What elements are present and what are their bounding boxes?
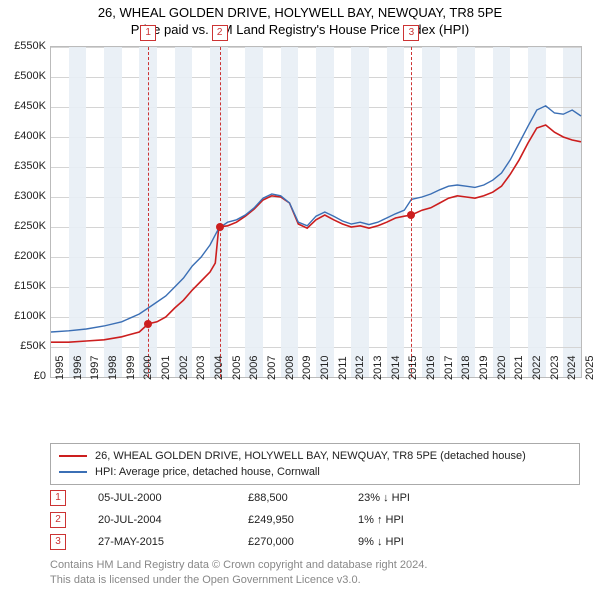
sale-marker-dot: [216, 223, 224, 231]
x-axis-label: 2012: [354, 356, 366, 380]
y-axis-label: £300K: [6, 190, 46, 202]
legend-swatch: [59, 471, 87, 473]
footnote-line: Contains HM Land Registry data © Crown c…: [50, 558, 580, 573]
sales-table: 1 05-JUL-2000£88,50023% ↓ HPI 2 20-JUL-2004…: [50, 487, 580, 553]
legend: 26, WHEAL GOLDEN DRIVE, HOLYWELL BAY, NE…: [50, 443, 580, 485]
legend-item: HPI: Average price, detached house, Corn…: [59, 464, 571, 480]
y-axis-label: £400K: [6, 130, 46, 142]
x-axis-label: 1997: [89, 356, 101, 380]
sale-marker-line: [220, 47, 221, 377]
x-axis-label: 2015: [407, 356, 419, 380]
x-axis-label: 2024: [566, 356, 578, 380]
x-axis-label: 2014: [390, 356, 402, 380]
sale-marker-box: 2: [212, 25, 228, 41]
sale-date: 20-JUL-2004: [98, 514, 248, 526]
chart-area: 123 £0£50K£100K£150K£200K£250K£300K£350K…: [50, 46, 580, 406]
x-axis-label: 2005: [231, 356, 243, 380]
footnote-line: This data is licensed under the Open Gov…: [50, 573, 580, 588]
sale-hpi-delta: 23% ↓ HPI: [358, 492, 488, 504]
x-axis-label: 2000: [142, 356, 154, 380]
x-axis-label: 2020: [496, 356, 508, 380]
x-axis-label: 2023: [549, 356, 561, 380]
x-axis-label: 2022: [531, 356, 543, 380]
y-axis-label: £100K: [6, 310, 46, 322]
sale-price: £270,000: [248, 536, 358, 548]
y-axis-label: £50K: [6, 340, 46, 352]
x-axis-label: 2006: [248, 356, 260, 380]
sale-row: 3 27-MAY-2015£270,0009% ↓ HPI: [50, 531, 580, 553]
sale-row: 1 05-JUL-2000£88,50023% ↓ HPI: [50, 487, 580, 509]
x-axis-label: 2010: [319, 356, 331, 380]
sale-row-index: 2: [50, 512, 66, 528]
sale-price: £88,500: [248, 492, 358, 504]
y-axis-label: £500K: [6, 70, 46, 82]
chart-subtitle: Price paid vs. HM Land Registry's House …: [0, 22, 600, 37]
sale-row: 2 20-JUL-2004£249,9501% ↑ HPI: [50, 509, 580, 531]
sale-price: £249,950: [248, 514, 358, 526]
sale-hpi-delta: 9% ↓ HPI: [358, 536, 488, 548]
y-axis-label: £550K: [6, 40, 46, 52]
x-axis-label: 2019: [478, 356, 490, 380]
x-axis-label: 2025: [584, 356, 596, 380]
x-axis-label: 2018: [460, 356, 472, 380]
x-axis-label: 2009: [301, 356, 313, 380]
x-axis-label: 2002: [178, 356, 190, 380]
sale-marker-box: 3: [403, 25, 419, 41]
series-property: [51, 125, 581, 342]
y-axis-label: £150K: [6, 280, 46, 292]
x-axis-label: 2003: [195, 356, 207, 380]
x-axis-label: 2011: [337, 356, 349, 380]
x-axis-label: 1995: [54, 356, 66, 380]
x-axis-label: 1999: [125, 356, 137, 380]
x-axis-label: 2001: [160, 356, 172, 380]
legend-item: 26, WHEAL GOLDEN DRIVE, HOLYWELL BAY, NE…: [59, 448, 571, 464]
x-axis-label: 2021: [513, 356, 525, 380]
legend-label: HPI: Average price, detached house, Corn…: [95, 466, 320, 478]
y-axis-label: £0: [6, 370, 46, 382]
line-svg: [51, 47, 581, 377]
x-axis-label: 2007: [266, 356, 278, 380]
footnote: Contains HM Land Registry data © Crown c…: [50, 558, 580, 589]
sale-row-index: 3: [50, 534, 66, 550]
sale-hpi-delta: 1% ↑ HPI: [358, 514, 488, 526]
sale-marker-box: 1: [140, 25, 156, 41]
sale-marker-dot: [144, 320, 152, 328]
x-axis-label: 1996: [72, 356, 84, 380]
x-axis-label: 2017: [443, 356, 455, 380]
plot-area: 123: [50, 46, 582, 378]
x-axis-label: 2008: [284, 356, 296, 380]
chart-title: 26, WHEAL GOLDEN DRIVE, HOLYWELL BAY, NE…: [0, 0, 600, 22]
y-axis-label: £350K: [6, 160, 46, 172]
y-axis-label: £450K: [6, 100, 46, 112]
sale-date: 27-MAY-2015: [98, 536, 248, 548]
x-axis-label: 2004: [213, 356, 225, 380]
y-axis-label: £200K: [6, 250, 46, 262]
sale-marker-dot: [407, 211, 415, 219]
legend-label: 26, WHEAL GOLDEN DRIVE, HOLYWELL BAY, NE…: [95, 450, 526, 462]
sale-date: 05-JUL-2000: [98, 492, 248, 504]
y-axis-label: £250K: [6, 220, 46, 232]
x-axis-label: 1998: [107, 356, 119, 380]
x-axis-label: 2013: [372, 356, 384, 380]
legend-swatch: [59, 455, 87, 457]
x-axis-label: 2016: [425, 356, 437, 380]
sale-row-index: 1: [50, 490, 66, 506]
